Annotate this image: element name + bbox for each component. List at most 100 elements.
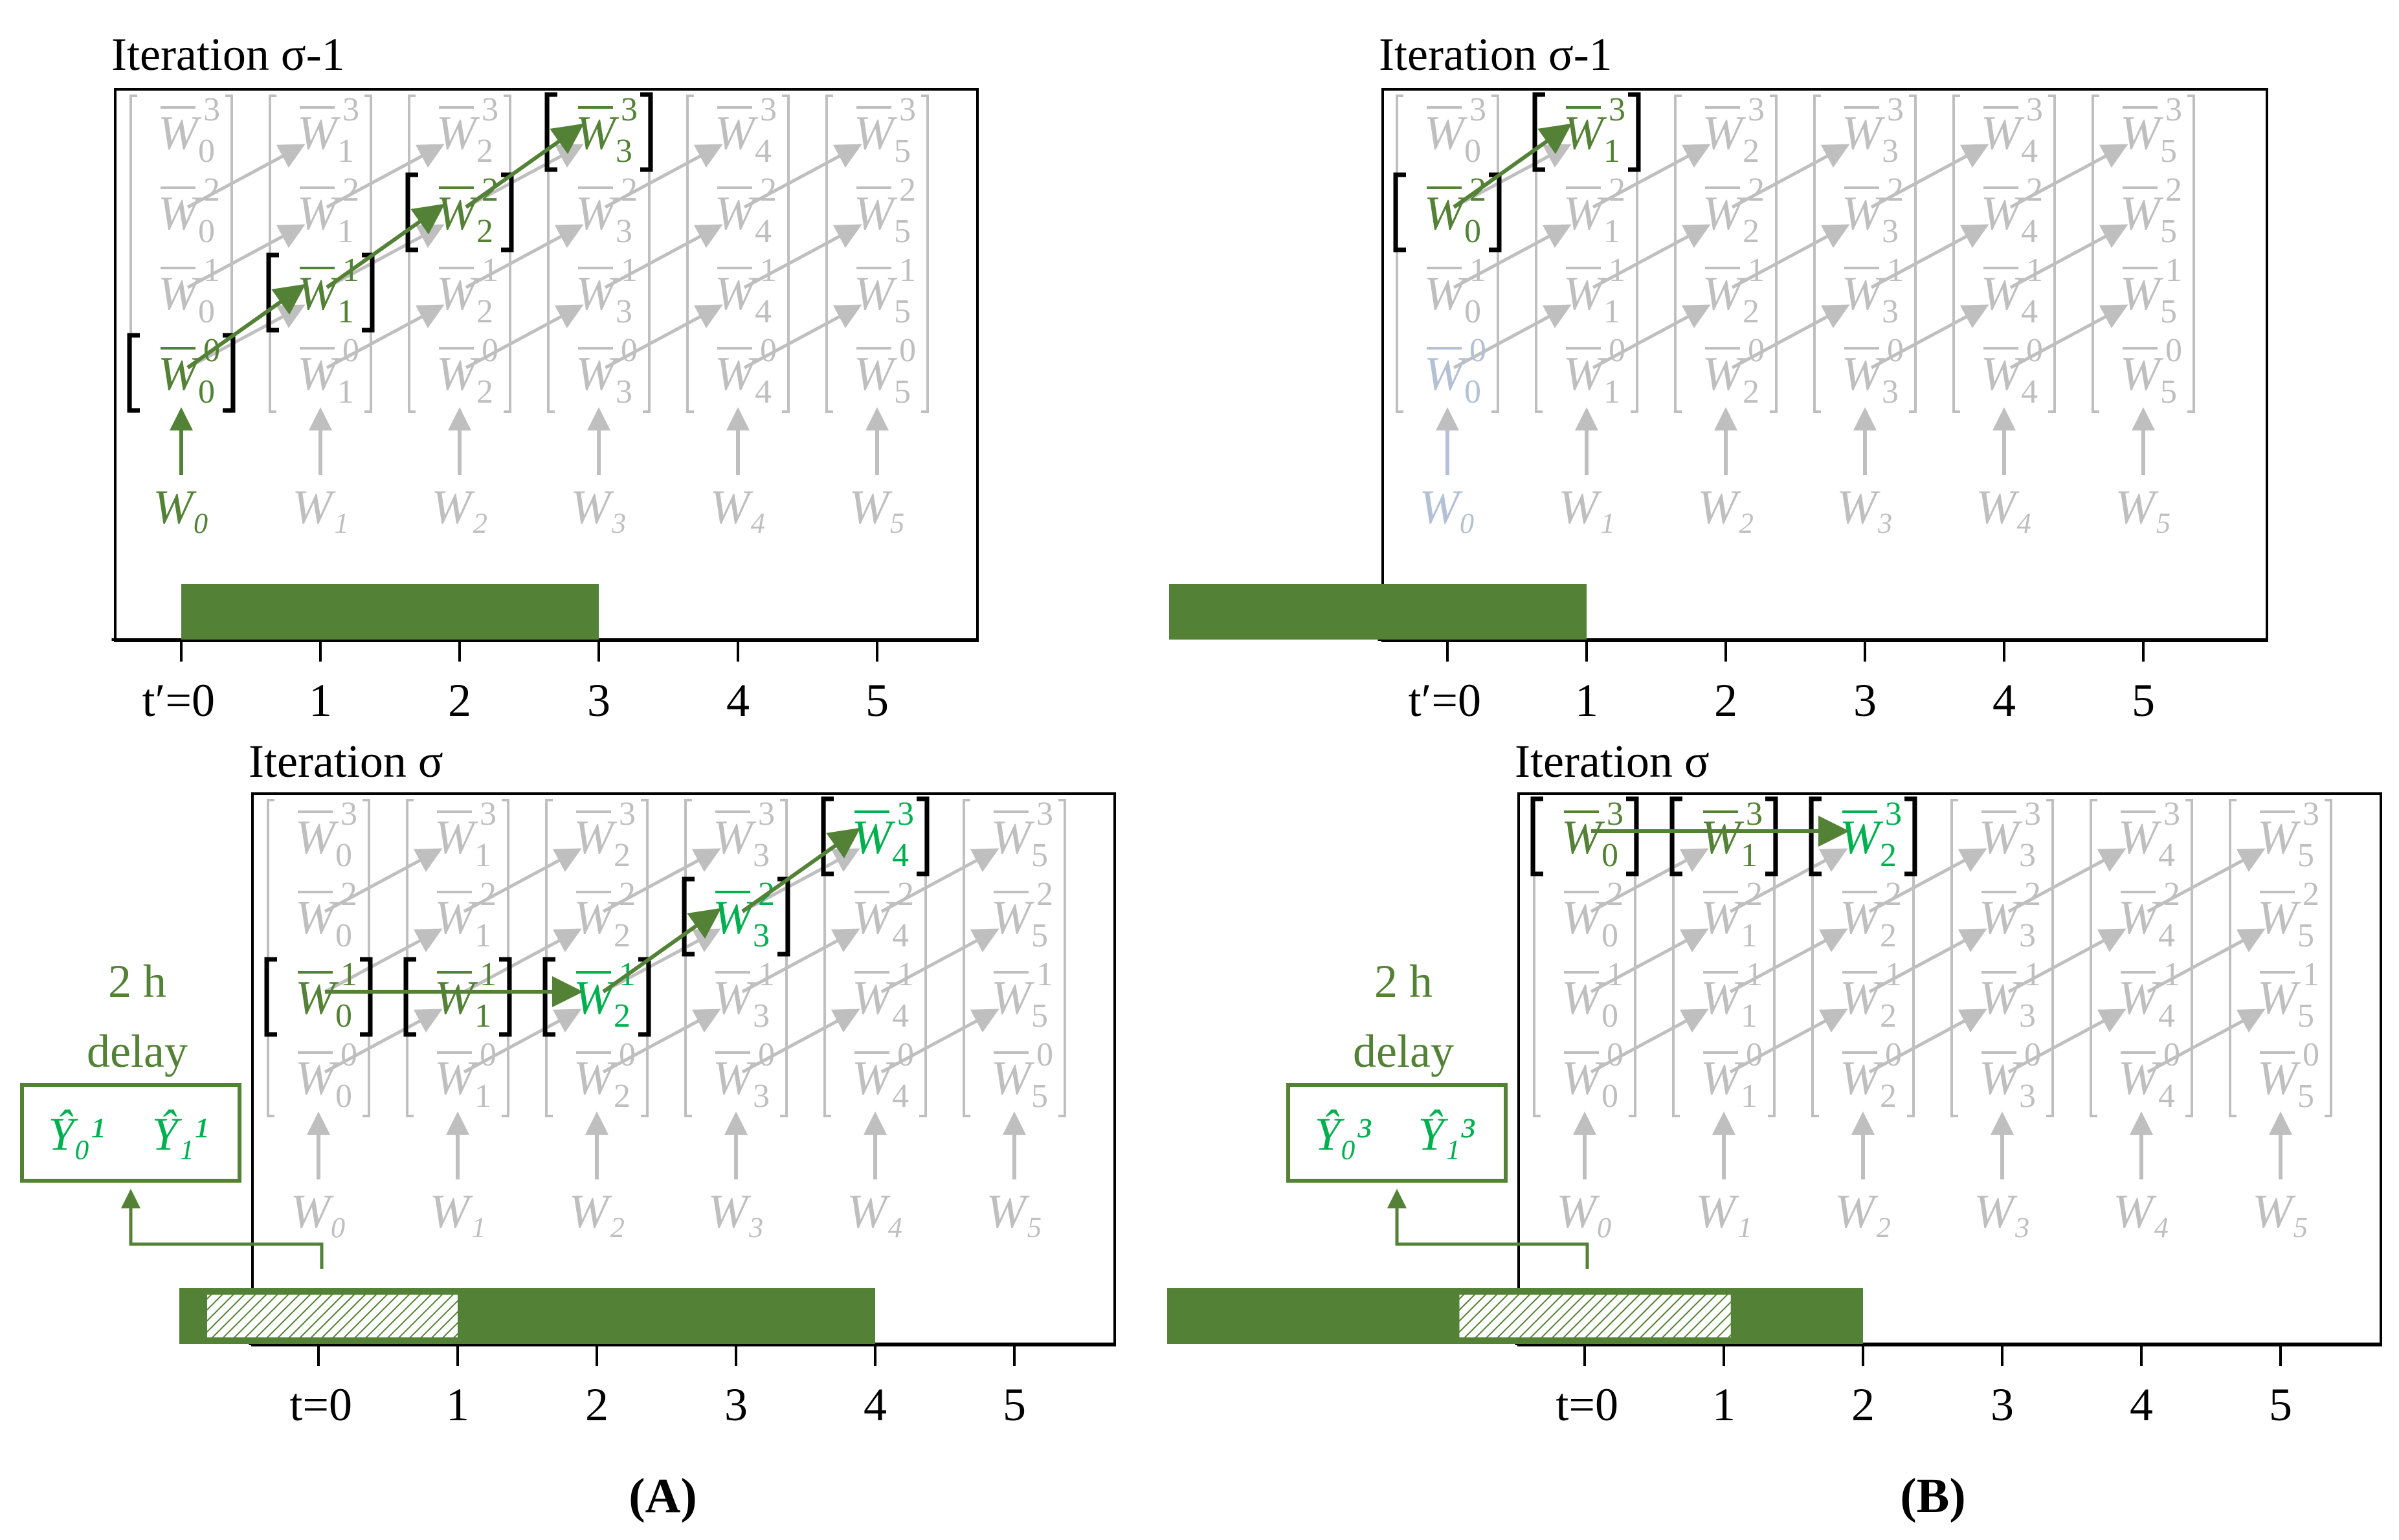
matrix-cell-subscript: 0 xyxy=(1464,213,1481,250)
dependency-arrow xyxy=(326,224,445,289)
matrix-cell-subscript: 3 xyxy=(2019,1078,2036,1115)
matrix-cell-subscript: 2 xyxy=(614,998,630,1034)
dependency-arrow xyxy=(2147,1009,2266,1074)
matrix-cell-subscript: 2 xyxy=(1880,1078,1897,1115)
matrix-cell-subscript: 2 xyxy=(1880,837,1897,874)
column-bracket-right xyxy=(1491,95,1499,413)
matrix-cell: W xyxy=(2257,811,2301,864)
input-label: W₀ xyxy=(1419,481,1475,534)
matrix-cell-superscript: 0 xyxy=(2163,1036,2180,1073)
matrix-cell: W xyxy=(434,811,478,864)
dependency-arrow xyxy=(463,1009,582,1074)
matrix-cell-superscript: 0 xyxy=(899,332,916,369)
input-label: W₁ xyxy=(1558,481,1614,534)
matrix-cell: W xyxy=(1701,1052,1745,1105)
matrix-cell-superscript: 0 xyxy=(1469,332,1486,369)
matrix-cell-subscript: 0 xyxy=(335,998,352,1034)
matrix-cell-subscript: 3 xyxy=(1882,213,1899,250)
input-label: W₅ xyxy=(2252,1185,2308,1238)
matrix-cell-superscript: 1 xyxy=(2024,956,2041,993)
matrix-cell-subscript: 3 xyxy=(2019,998,2036,1034)
dependency-arrow xyxy=(602,848,721,913)
title-A-cur: Iteration σ xyxy=(249,735,443,787)
matrix-cell: W xyxy=(991,972,1035,1025)
dependency-arrow xyxy=(326,144,445,209)
time-tick-label: 4 xyxy=(864,1379,887,1431)
active-bracket-left xyxy=(821,796,834,876)
active-path-arrow xyxy=(1453,123,1572,209)
column-bracket-right xyxy=(1058,799,1066,1117)
matrix-cell: W xyxy=(436,107,480,160)
matrix-cell-superscript: 1 xyxy=(1887,252,1904,289)
matrix-cell-subscript: 0 xyxy=(198,293,215,330)
matrix-cell-superscript: 3 xyxy=(340,796,357,832)
matrix-cell-subscript: 0 xyxy=(1601,837,1618,874)
matrix-cell-subscript: 2 xyxy=(1743,133,1759,170)
matrix-cell: W xyxy=(2257,891,2301,944)
time-tick-label: 2 xyxy=(448,675,471,726)
matrix-cell-subscript: 5 xyxy=(2160,213,2177,250)
delay-hatch xyxy=(207,1295,458,1337)
matrix-cell: W xyxy=(2257,1052,2301,1105)
matrix-cell-subscript: 1 xyxy=(1603,293,1620,330)
matrix-cell: W xyxy=(295,891,339,944)
matrix-cell-subscript: 3 xyxy=(616,374,632,410)
matrix-cell: W xyxy=(1840,972,1884,1025)
matrix-cell-subscript: 5 xyxy=(1031,1078,1048,1115)
matrix-cell: W xyxy=(715,107,759,160)
active-path-arrow xyxy=(186,284,306,370)
matrix-cell-superscript: 2 xyxy=(1609,172,1625,208)
matrix-cell: W xyxy=(1840,811,1884,864)
matrix-cell-subscript: 1 xyxy=(337,293,354,330)
active-bracket-right xyxy=(917,796,930,876)
input-label: W₂ xyxy=(568,1185,625,1238)
matrix-cell: W xyxy=(1979,1052,2023,1105)
matrix-cell-superscript: 2 xyxy=(2303,876,2319,913)
time-tick-label: 5 xyxy=(2269,1379,2292,1431)
matrix-cell-superscript: 1 xyxy=(621,252,638,289)
matrix-cell-superscript: 2 xyxy=(203,172,220,208)
matrix-cell-subscript: 4 xyxy=(2021,293,2038,330)
active-bracket-left xyxy=(1809,796,1822,876)
matrix-A-cur: W00W10W20W30W01W11W21W31W02W12W22W32W03W… xyxy=(264,796,1066,1238)
dependency-arrow xyxy=(2009,304,2128,370)
matrix-cell: W xyxy=(158,107,202,160)
matrix-cell-superscript: 3 xyxy=(1885,796,1902,832)
matrix-cell-superscript: 2 xyxy=(340,876,357,913)
dependency-arrow xyxy=(1870,224,1989,289)
dependency-arrow xyxy=(743,144,862,209)
matrix-cell: W xyxy=(574,811,618,864)
dependency-arrow xyxy=(324,928,443,994)
matrix-cell-superscript: 1 xyxy=(482,252,498,289)
matrix-cell: W xyxy=(1702,107,1746,160)
matrix-cell-subscript: 2 xyxy=(1743,374,1759,410)
column-bracket-left xyxy=(2229,799,2237,1117)
matrix-cell-superscript: 1 xyxy=(2163,956,2180,993)
matrix-cell-subscript: 5 xyxy=(894,293,911,330)
prediction-box-B xyxy=(1286,1083,1508,1183)
matrix-cell-subscript: 4 xyxy=(892,1078,909,1115)
prediction-A-1: Ŷ₁¹ xyxy=(152,1108,208,1160)
active-path-arrow xyxy=(602,908,722,994)
matrix-cell-superscript: 3 xyxy=(897,796,914,832)
column-bracket-right xyxy=(1909,95,1917,413)
matrix-cell-superscript: 1 xyxy=(2165,252,2182,289)
matrix-cell-subscript: 4 xyxy=(892,998,909,1034)
matrix-cell-superscript: 3 xyxy=(2165,91,2182,128)
matrix-cell: W xyxy=(575,187,619,240)
matrix-cell-superscript: 3 xyxy=(2024,796,2041,832)
matrix-cell-superscript: 0 xyxy=(760,332,777,369)
dependency-arrow xyxy=(186,304,306,370)
delay-group-B: 2 h delay Ŷ₀³ Ŷ₁³ xyxy=(1286,955,1589,1269)
dependency-arrow xyxy=(1590,848,1709,913)
input-label: W₄ xyxy=(2113,1185,2169,1238)
active-bracket-left xyxy=(266,252,279,333)
time-tick-label: 4 xyxy=(1992,675,2016,726)
matrix-cell-superscript: 2 xyxy=(1607,876,1624,913)
matrix-cell-subscript: 2 xyxy=(476,293,493,330)
delay-hatch xyxy=(1459,1295,1731,1337)
matrix-cell: W xyxy=(991,1052,1035,1105)
prediction-A-0: Ŷ₀¹ xyxy=(49,1108,105,1160)
title-B-prev: Iteration σ-1 xyxy=(1379,28,1612,80)
column-bracket-left xyxy=(1396,95,1403,413)
